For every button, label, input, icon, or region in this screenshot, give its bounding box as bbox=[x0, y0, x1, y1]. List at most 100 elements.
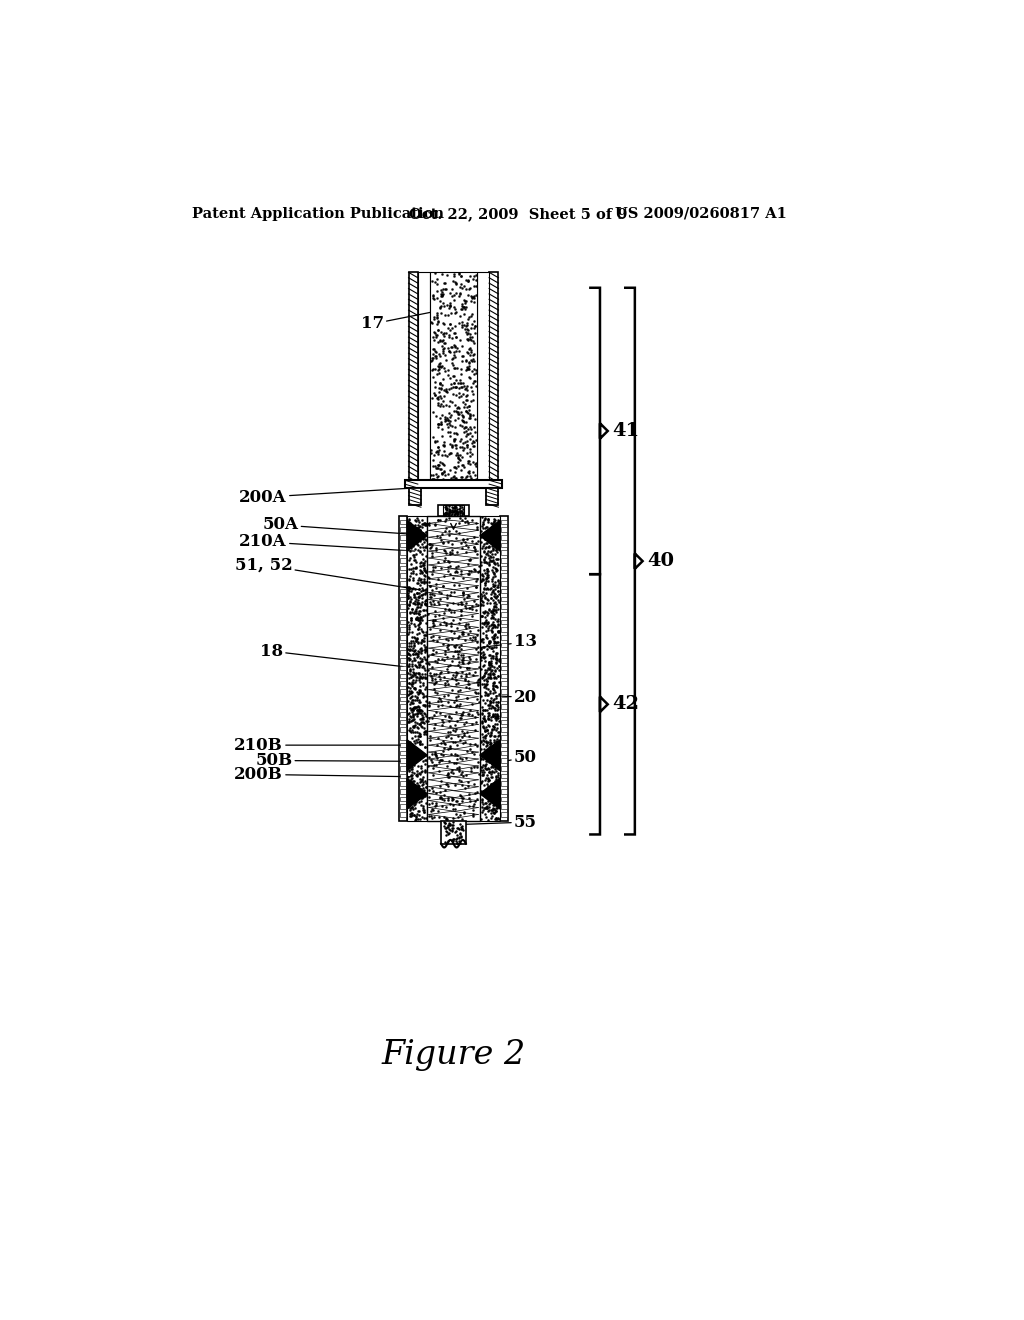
Text: 50B: 50B bbox=[255, 752, 411, 770]
Bar bbox=[501, 619, 507, 624]
Polygon shape bbox=[407, 739, 427, 771]
Bar bbox=[501, 766, 507, 771]
Bar bbox=[418, 272, 430, 480]
Bar bbox=[400, 774, 407, 779]
Bar bbox=[500, 516, 508, 821]
Bar bbox=[400, 711, 407, 717]
Bar bbox=[501, 789, 507, 793]
Bar bbox=[501, 566, 507, 570]
Text: 50: 50 bbox=[504, 748, 537, 766]
Bar bbox=[427, 516, 480, 821]
Bar bbox=[501, 543, 507, 548]
Bar bbox=[400, 635, 407, 640]
Bar bbox=[400, 520, 407, 524]
Bar bbox=[400, 612, 407, 616]
Bar bbox=[486, 488, 499, 506]
Text: 42: 42 bbox=[612, 696, 639, 713]
Bar bbox=[501, 527, 507, 532]
Text: 55: 55 bbox=[461, 813, 537, 830]
Bar bbox=[400, 527, 407, 532]
Bar bbox=[501, 689, 507, 693]
Bar bbox=[400, 812, 407, 817]
Bar bbox=[400, 605, 407, 609]
Bar bbox=[477, 272, 489, 480]
Text: Oct. 22, 2009  Sheet 5 of 9: Oct. 22, 2009 Sheet 5 of 9 bbox=[409, 207, 627, 220]
Bar bbox=[501, 665, 507, 671]
Bar bbox=[400, 558, 407, 562]
Bar bbox=[438, 506, 469, 516]
Bar bbox=[489, 272, 499, 480]
Text: 13: 13 bbox=[481, 634, 537, 651]
Bar bbox=[400, 804, 407, 809]
Bar bbox=[409, 488, 421, 506]
Bar bbox=[501, 597, 507, 601]
Bar bbox=[400, 566, 407, 570]
Bar bbox=[430, 272, 477, 480]
Bar bbox=[400, 758, 407, 763]
Bar bbox=[501, 797, 507, 801]
Bar bbox=[501, 804, 507, 809]
Bar bbox=[442, 506, 464, 516]
Bar bbox=[501, 681, 507, 686]
Polygon shape bbox=[480, 779, 500, 809]
Text: 18: 18 bbox=[260, 643, 403, 667]
Text: Figure 2: Figure 2 bbox=[381, 1039, 525, 1072]
Bar bbox=[501, 605, 507, 609]
Bar bbox=[400, 719, 407, 725]
Bar bbox=[501, 581, 507, 586]
Bar bbox=[501, 735, 507, 739]
Bar bbox=[501, 659, 507, 663]
Text: 41: 41 bbox=[612, 422, 640, 440]
Bar bbox=[501, 550, 507, 554]
Text: 51, 52: 51, 52 bbox=[234, 557, 419, 590]
Bar bbox=[441, 821, 466, 843]
Bar bbox=[501, 627, 507, 632]
Bar bbox=[501, 643, 507, 647]
Bar bbox=[501, 727, 507, 733]
Bar bbox=[501, 774, 507, 779]
Bar bbox=[501, 697, 507, 701]
Text: Patent Application Publication: Patent Application Publication bbox=[191, 207, 443, 220]
Bar bbox=[501, 589, 507, 594]
Bar bbox=[400, 781, 407, 785]
Text: 200A: 200A bbox=[240, 488, 414, 506]
Bar bbox=[400, 797, 407, 801]
Bar bbox=[501, 612, 507, 616]
Bar bbox=[501, 711, 507, 717]
Bar bbox=[409, 272, 418, 480]
Polygon shape bbox=[407, 779, 427, 809]
Bar bbox=[501, 719, 507, 725]
Bar bbox=[400, 535, 407, 540]
Bar bbox=[400, 643, 407, 647]
Bar bbox=[501, 573, 507, 578]
Bar bbox=[480, 516, 500, 821]
Bar bbox=[501, 673, 507, 678]
Bar bbox=[400, 727, 407, 733]
Polygon shape bbox=[480, 520, 500, 552]
Polygon shape bbox=[407, 520, 427, 552]
Bar bbox=[400, 627, 407, 632]
Bar bbox=[400, 543, 407, 548]
Bar bbox=[501, 751, 507, 755]
Text: 17: 17 bbox=[360, 313, 430, 333]
Bar bbox=[400, 681, 407, 686]
Bar bbox=[407, 516, 427, 821]
Text: 200B: 200B bbox=[234, 766, 411, 783]
Bar bbox=[400, 619, 407, 624]
Text: 210A: 210A bbox=[240, 533, 415, 552]
Bar bbox=[399, 516, 407, 821]
Bar bbox=[400, 766, 407, 771]
Bar bbox=[404, 480, 503, 488]
Bar bbox=[501, 705, 507, 709]
Bar bbox=[501, 758, 507, 763]
Bar bbox=[400, 751, 407, 755]
Bar bbox=[501, 635, 507, 640]
Text: 40: 40 bbox=[647, 552, 674, 570]
Text: 210B: 210B bbox=[234, 737, 411, 754]
Bar bbox=[400, 697, 407, 701]
Bar bbox=[400, 689, 407, 693]
Bar bbox=[501, 558, 507, 562]
Bar bbox=[400, 581, 407, 586]
Bar bbox=[400, 651, 407, 655]
Bar bbox=[501, 743, 507, 747]
